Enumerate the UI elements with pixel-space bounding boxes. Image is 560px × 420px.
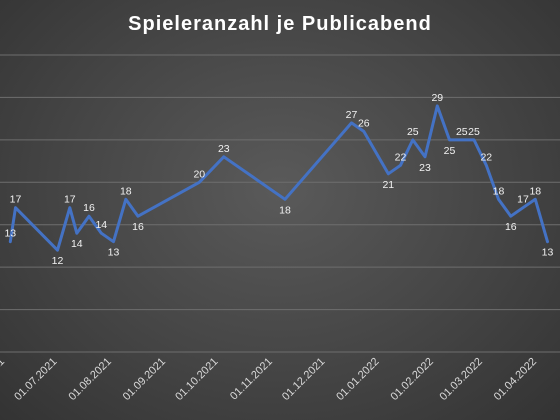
data-label: 13 bbox=[108, 247, 120, 259]
series-line bbox=[8, 104, 549, 252]
x-tick-label: 01.02.2022 bbox=[389, 356, 436, 403]
data-label: 18 bbox=[279, 204, 291, 216]
data-label: 23 bbox=[419, 162, 431, 174]
data-label: 20 bbox=[193, 168, 205, 180]
data-label: 18 bbox=[120, 185, 132, 197]
data-label: 18 bbox=[493, 185, 505, 197]
data-labels: 1317121714161413181620231827262122252329… bbox=[4, 92, 553, 267]
data-label: 17 bbox=[517, 194, 529, 206]
x-tick-label: 01.01.2022 bbox=[334, 356, 381, 403]
data-label: 13 bbox=[542, 247, 554, 259]
data-label: 12 bbox=[52, 255, 64, 267]
data-label: 25 bbox=[456, 126, 468, 138]
data-label: 17 bbox=[10, 194, 22, 206]
data-label: 14 bbox=[71, 238, 83, 250]
x-axis-ticks: 01.06.2021 01.07.2021 01.08.2021 01.09.2021… bbox=[0, 356, 539, 403]
data-label: 22 bbox=[395, 151, 407, 163]
data-label: 18 bbox=[529, 185, 541, 197]
data-label: 25 bbox=[444, 145, 456, 157]
data-label: 27 bbox=[346, 109, 358, 121]
data-label: 26 bbox=[358, 117, 370, 129]
x-tick-label: 01.12.2021 bbox=[280, 356, 327, 403]
x-tick-label: 01.04.2022 bbox=[492, 356, 539, 403]
x-tick-label: 01.03.2022 bbox=[438, 356, 485, 403]
x-tick-label: 01.06.2021 bbox=[0, 356, 7, 403]
data-label: 23 bbox=[218, 143, 230, 155]
data-label: 16 bbox=[505, 221, 517, 233]
data-label: 29 bbox=[431, 92, 443, 104]
data-label: 13 bbox=[4, 228, 16, 240]
x-tick-label: 01.11.2021 bbox=[228, 356, 275, 403]
data-label: 17 bbox=[64, 194, 76, 206]
data-label: 25 bbox=[407, 126, 419, 138]
series-line-layer bbox=[8, 104, 549, 252]
data-label: 14 bbox=[95, 219, 107, 231]
data-label: 16 bbox=[83, 202, 95, 214]
chart-title: Spieleranzahl je Publicabend bbox=[128, 13, 432, 35]
data-label: 21 bbox=[382, 179, 394, 191]
x-tick-label: 01.09.2021 bbox=[121, 356, 168, 403]
data-label: 25 bbox=[468, 126, 480, 138]
data-label: 16 bbox=[132, 221, 144, 233]
x-tick-label: 01.10.2021 bbox=[173, 356, 220, 403]
x-tick-label: 01.07.2021 bbox=[12, 356, 59, 403]
data-label: 22 bbox=[480, 151, 492, 163]
x-tick-label: 01.08.2021 bbox=[67, 356, 114, 403]
